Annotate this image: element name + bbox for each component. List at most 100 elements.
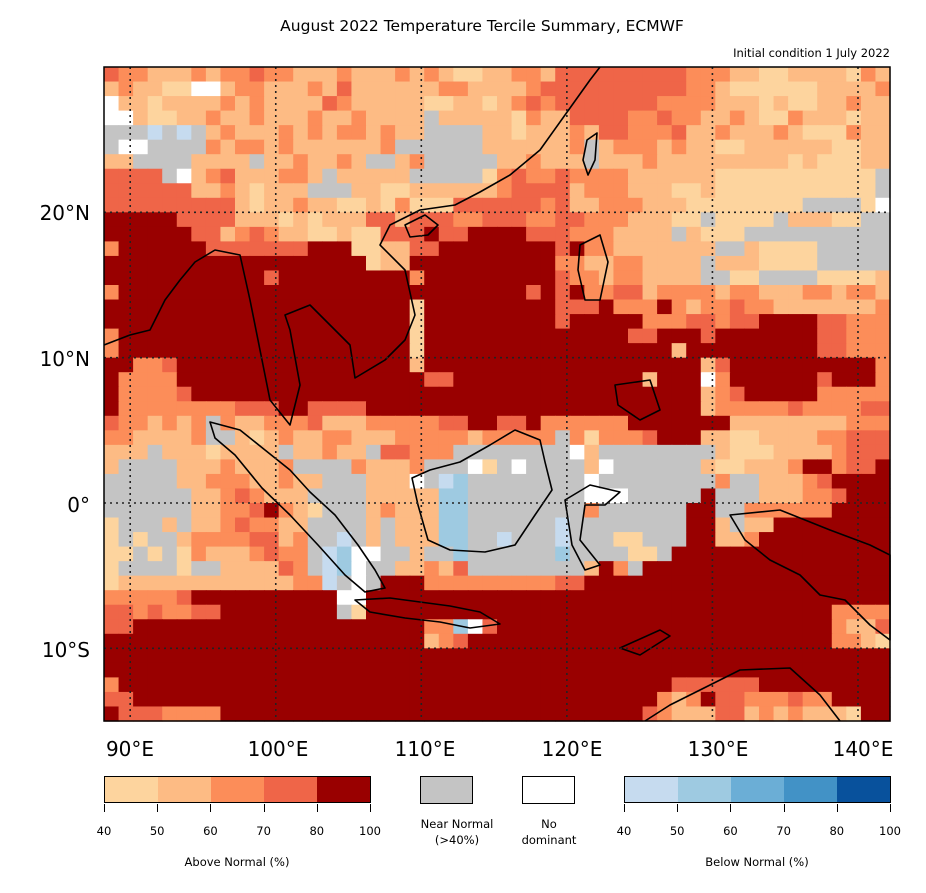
- map-cell: [497, 372, 513, 388]
- map-cell: [191, 110, 207, 126]
- map-cell: [511, 444, 527, 460]
- map-cell: [686, 662, 702, 678]
- map-cell: [467, 662, 484, 678]
- map-cell: [118, 110, 134, 126]
- map-cell: [613, 503, 629, 519]
- colorbar-tick: [624, 804, 625, 812]
- map-cell: [104, 372, 120, 388]
- map-cell: [671, 648, 687, 664]
- map-cell: [133, 110, 149, 126]
- map-cell: [409, 517, 425, 533]
- map-cell: [205, 633, 222, 649]
- map-cell: [264, 299, 280, 315]
- map-cell: [613, 212, 629, 228]
- map-cell: [526, 444, 542, 460]
- map-cell: [831, 328, 847, 344]
- map-cell: [642, 415, 658, 431]
- map-cell: [642, 590, 658, 606]
- map-cell: [526, 183, 542, 199]
- map-cell: [249, 575, 265, 591]
- map-cell: [395, 328, 411, 344]
- map-cell: [497, 81, 513, 97]
- map-cell: [467, 314, 484, 330]
- map-cell: [307, 96, 323, 112]
- map-cell: [482, 561, 498, 577]
- map-cell: [424, 67, 440, 83]
- map-cell: [395, 386, 411, 402]
- map-cell: [322, 459, 338, 475]
- map-cell: [176, 299, 192, 315]
- map-cell: [497, 183, 513, 199]
- map-cell: [467, 430, 484, 446]
- map-cell: [147, 270, 163, 286]
- map-cell: [875, 561, 891, 577]
- map-cell: [380, 532, 396, 548]
- map-cell: [133, 459, 149, 475]
- map-cell: [438, 517, 454, 533]
- map-cell: [526, 110, 542, 126]
- map-cell: [118, 270, 134, 286]
- map-cell: [205, 270, 222, 286]
- map-cell: [773, 357, 789, 373]
- map-cell: [176, 96, 192, 112]
- map-cell: [395, 139, 411, 155]
- lon-label: 100°E: [247, 737, 309, 761]
- map-cell: [671, 168, 687, 184]
- colorbar-tick-label: 60: [723, 824, 738, 838]
- map-cell: [307, 110, 323, 126]
- map-cell: [235, 459, 251, 475]
- map-cell: [264, 401, 280, 417]
- map-cell: [264, 197, 280, 213]
- map-cell: [598, 662, 615, 678]
- map-cell: [278, 444, 294, 460]
- map-cell: [788, 604, 804, 620]
- map-cell: [817, 662, 833, 678]
- map-cell: [278, 110, 294, 126]
- map-cell: [322, 81, 338, 97]
- map-cell: [744, 430, 760, 446]
- map-cell: [817, 226, 833, 242]
- map-cell: [191, 154, 207, 170]
- map-cell: [424, 546, 440, 562]
- map-cell: [642, 314, 658, 330]
- map-cell: [831, 444, 847, 460]
- map-cell: [395, 444, 411, 460]
- map-cell: [147, 619, 163, 635]
- map-cell: [671, 575, 687, 591]
- map-cell: [438, 532, 454, 548]
- map-cell: [467, 299, 484, 315]
- map-cell: [409, 96, 425, 112]
- map-cell: [133, 706, 149, 722]
- map-cell: [642, 691, 658, 708]
- map-cell: [351, 648, 367, 664]
- map-cell: [351, 691, 367, 708]
- map-cell: [133, 241, 149, 257]
- map-cell: [744, 168, 760, 184]
- map-cell: [293, 343, 309, 359]
- map-cell: [788, 270, 804, 286]
- map-cell: [351, 212, 367, 228]
- map-cell: [424, 81, 440, 97]
- map-cell: [482, 154, 498, 170]
- map-cell: [657, 459, 673, 475]
- map-cell: [147, 401, 163, 417]
- map-cell: [307, 532, 323, 548]
- map-cell: [118, 648, 134, 664]
- map-cell: [438, 67, 454, 83]
- map-cell: [831, 255, 847, 272]
- map-cell: [220, 270, 236, 286]
- map-cell: [307, 590, 323, 606]
- map-cell: [395, 212, 411, 228]
- map-cell: [569, 561, 585, 577]
- map-cell: [846, 125, 862, 141]
- map-cell: [366, 154, 382, 170]
- map-cell: [438, 459, 454, 475]
- map-cell: [773, 444, 789, 460]
- map-cell: [438, 343, 454, 359]
- map-cell: [497, 619, 513, 635]
- map-cell: [395, 706, 411, 722]
- map-cell: [584, 561, 600, 577]
- map-cell: [147, 430, 163, 446]
- map-cell: [176, 648, 192, 664]
- map-cell: [424, 401, 440, 417]
